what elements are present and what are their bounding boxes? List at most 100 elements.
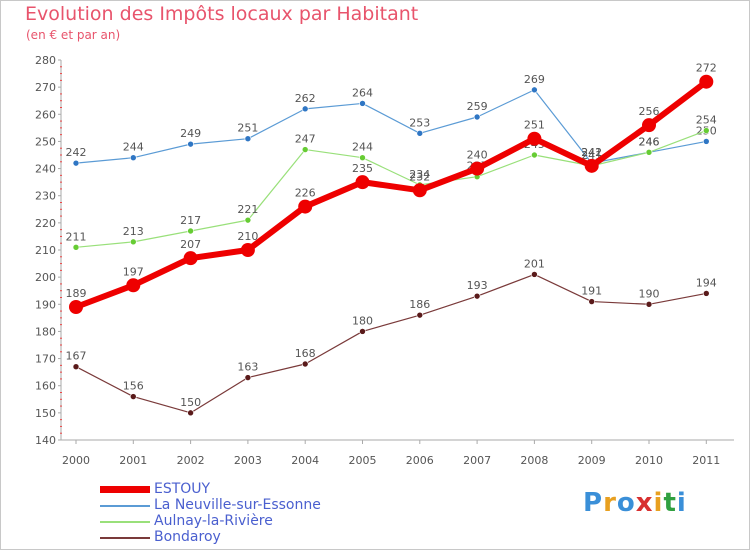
data-point [416, 129, 424, 137]
data-label: 150 [180, 396, 201, 409]
data-point [187, 227, 194, 235]
data-label: 247 [295, 133, 316, 146]
y-tick-label: 150 [35, 407, 56, 420]
data-point [244, 374, 252, 381]
data-point [72, 243, 80, 251]
data-point [531, 271, 538, 278]
y-tick-label: 140 [35, 434, 56, 447]
data-label: 272 [696, 62, 717, 75]
x-tick-label: 2010 [635, 454, 663, 467]
data-point [531, 86, 538, 94]
data-point [130, 393, 137, 400]
data-label: 207 [180, 238, 201, 251]
data-point [645, 300, 653, 308]
y-tick-label: 250 [35, 135, 56, 148]
data-label: 246 [639, 135, 660, 148]
data-label: 211 [66, 230, 87, 243]
data-point [699, 74, 714, 89]
x-tick-label: 2005 [349, 454, 377, 467]
x-tick-label: 2003 [234, 454, 262, 467]
data-point [187, 409, 194, 417]
legend-label: Bondaroy [154, 529, 221, 545]
data-point [240, 243, 255, 257]
data-label: 241 [581, 146, 602, 159]
logo-letter: P [583, 488, 604, 518]
data-point [72, 159, 80, 167]
data-label: 251 [237, 122, 258, 135]
data-label: 259 [467, 100, 488, 113]
data-label: 242 [66, 146, 87, 159]
legend-swatch [100, 521, 150, 523]
y-tick-label: 220 [35, 217, 56, 230]
data-label: 249 [180, 127, 201, 140]
data-point [301, 105, 309, 113]
logo-letter: x [635, 488, 654, 518]
data-point [702, 290, 710, 297]
y-tick-label: 260 [35, 108, 56, 121]
logo-letter: o [616, 488, 636, 518]
data-label: 256 [639, 105, 660, 118]
x-tick-label: 2011 [692, 454, 720, 467]
data-point [130, 238, 137, 246]
data-point [359, 100, 366, 107]
data-label: 221 [237, 203, 258, 216]
x-tick-label: 2007 [463, 454, 491, 467]
data-label: 244 [352, 141, 373, 154]
y-tick-label: 170 [35, 353, 56, 366]
data-label: 156 [123, 380, 144, 393]
legend-swatch [100, 505, 150, 507]
data-point [298, 199, 313, 214]
data-point [130, 154, 137, 162]
data-point [702, 138, 710, 145]
x-tick-label: 2006 [406, 454, 434, 467]
data-label: 189 [66, 287, 87, 300]
data-point [470, 161, 485, 176]
data-point [244, 216, 252, 224]
y-tick-label: 230 [35, 190, 56, 203]
data-point [183, 251, 198, 266]
data-point [355, 175, 370, 190]
logo-letter: r [603, 488, 617, 518]
legend-label: ESTOUY [154, 481, 211, 497]
data-point [584, 158, 599, 173]
data-label: 235 [352, 162, 373, 175]
data-point [702, 127, 710, 134]
x-tick-label: 2002 [177, 454, 205, 467]
data-label: 226 [295, 187, 316, 200]
logo-letter: i [676, 488, 687, 518]
y-tick-label: 270 [35, 81, 56, 94]
y-tick-label: 200 [35, 271, 56, 284]
legend-label: La Neuville-sur-Essonne [154, 497, 321, 513]
data-label: 197 [123, 265, 144, 278]
data-label: 234 [409, 168, 430, 181]
data-point [642, 118, 656, 133]
data-point [412, 183, 427, 198]
data-label: 246 [639, 135, 660, 148]
data-point [473, 113, 481, 121]
x-tick-label: 2009 [578, 454, 606, 467]
y-tick-label: 210 [35, 244, 56, 257]
data-point [72, 363, 80, 371]
data-label: 240 [467, 149, 488, 162]
legend-swatch [100, 486, 150, 493]
series-line-bondaroy [75, 273, 707, 414]
data-point [473, 292, 481, 300]
y-tick-label: 190 [35, 298, 56, 311]
data-label: 194 [696, 276, 717, 289]
x-tick-label: 2000 [62, 454, 90, 467]
data-label: 186 [409, 298, 430, 311]
data-label: 210 [237, 230, 258, 243]
data-label: 262 [295, 92, 316, 105]
data-point [244, 135, 252, 143]
logo-letter: t [663, 488, 677, 518]
legend-swatch [100, 537, 150, 539]
data-point [531, 151, 538, 159]
data-label: 264 [352, 86, 373, 99]
data-point [645, 148, 653, 156]
proxiti-logo: Proxiti [583, 488, 687, 518]
data-point [527, 131, 542, 146]
data-label: 201 [524, 257, 545, 270]
data-label: 242 [581, 146, 602, 159]
data-point [69, 300, 83, 314]
